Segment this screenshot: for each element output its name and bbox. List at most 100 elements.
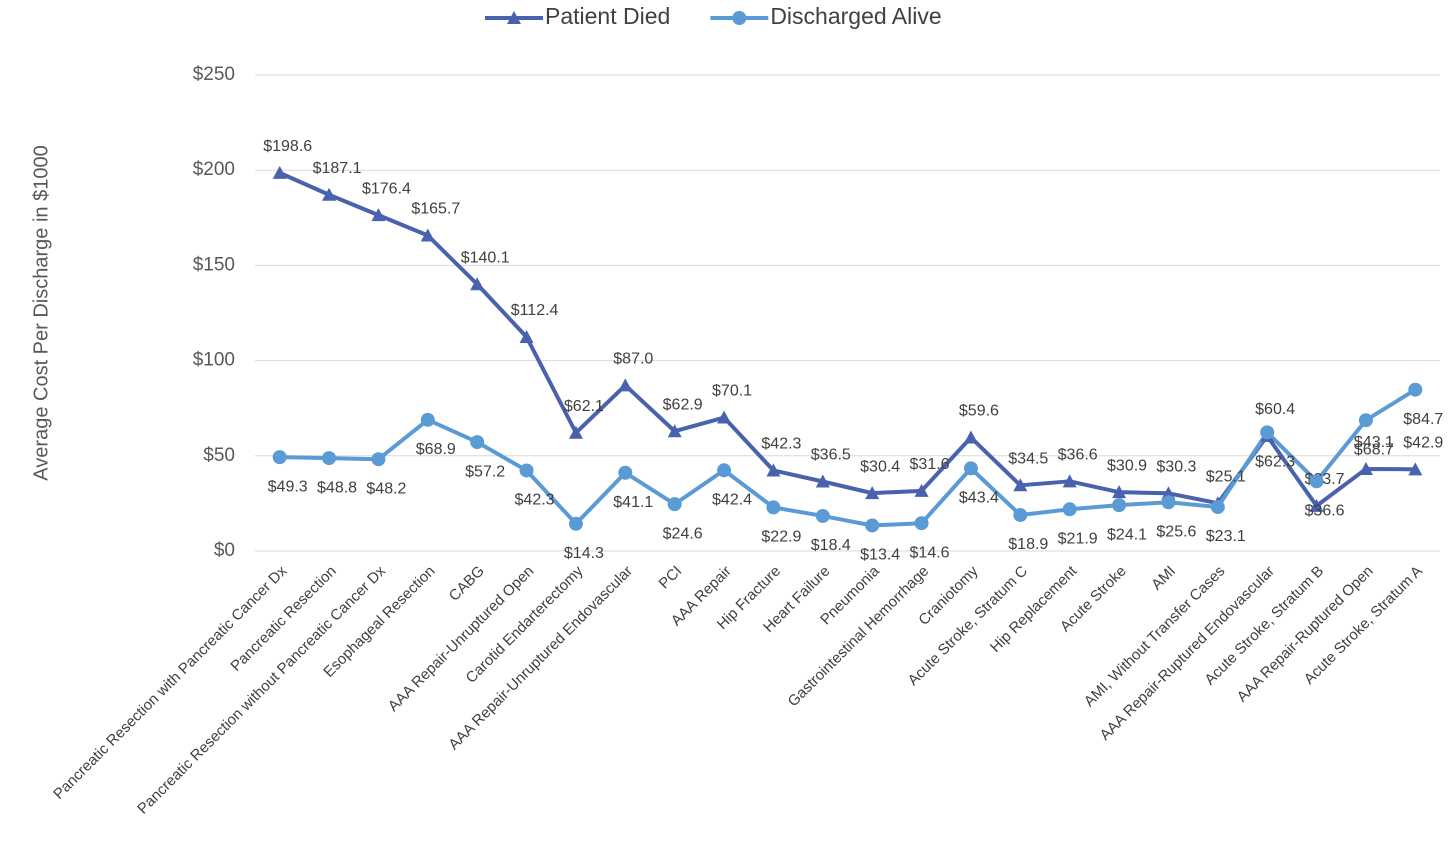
x-tick-label: AAA Repair-Unruptured Endovascular (445, 563, 636, 754)
x-tick-label: CABG (446, 563, 488, 605)
x-tick-label: Hip Replacement (987, 562, 1081, 656)
marker (865, 486, 880, 500)
value-label: $41.1 (613, 494, 653, 511)
value-label: $42.9 (1403, 435, 1443, 452)
value-label: $60.4 (1255, 401, 1295, 418)
value-label: $14.3 (564, 545, 604, 562)
value-label: $22.9 (761, 529, 801, 546)
value-label: $62.1 (564, 398, 604, 415)
value-label: $62.9 (663, 396, 703, 413)
value-label: $84.7 (1403, 411, 1443, 428)
marker (568, 425, 583, 439)
value-label: $14.6 (910, 544, 950, 561)
marker (1210, 500, 1225, 515)
marker (519, 329, 534, 343)
x-tick-label: AAA Repair-Ruptured Endovascular (1097, 563, 1278, 744)
value-label: $18.9 (1008, 536, 1048, 553)
value-label: $30.3 (1156, 459, 1196, 476)
x-tick-label: Pancreatic Resection with Pancreatic Can… (50, 562, 291, 803)
marker (865, 518, 880, 533)
value-label: $59.6 (959, 403, 999, 420)
value-label: $140.1 (461, 249, 510, 266)
marker (272, 165, 287, 179)
marker (470, 435, 485, 450)
value-label: $25.1 (1206, 468, 1246, 485)
value-label: $165.7 (411, 201, 460, 218)
value-label: $68.9 (416, 441, 456, 458)
y-tick-label: $250 (193, 64, 235, 85)
y-axis-label: Average Cost Per Discharge in $1000 (30, 145, 52, 480)
value-label: $36.6 (1305, 503, 1345, 520)
marker (914, 516, 929, 531)
value-label: $62.3 (1255, 454, 1295, 471)
x-tick-label: PCI (656, 563, 686, 593)
marker (963, 461, 978, 476)
value-label: $48.8 (317, 479, 357, 496)
marker (371, 452, 386, 467)
marker (1013, 508, 1028, 523)
legend-marker (732, 11, 747, 25)
marker (470, 277, 485, 291)
x-tick-label: AMI (1148, 563, 1179, 594)
value-label: $68.7 (1354, 441, 1394, 458)
marker (322, 451, 337, 466)
marker (815, 474, 830, 488)
marker (717, 463, 732, 478)
marker (322, 187, 337, 201)
marker (618, 465, 633, 480)
marker (420, 412, 435, 427)
value-label: $21.9 (1058, 531, 1098, 548)
y-tick-label: $200 (193, 159, 235, 180)
marker (1161, 495, 1176, 510)
marker (717, 410, 732, 424)
value-label: $70.1 (712, 383, 752, 400)
marker (1408, 382, 1423, 397)
marker (420, 228, 435, 242)
value-label: $24.6 (663, 525, 703, 542)
marker (1309, 498, 1324, 512)
value-label: $31.6 (910, 456, 950, 473)
series-line (279, 388, 1417, 528)
marker (1309, 474, 1324, 489)
marker (1408, 462, 1423, 476)
marker (1112, 498, 1127, 513)
marker (1358, 413, 1373, 428)
value-label: $30.9 (1107, 457, 1147, 474)
value-label: $43.1 (1354, 434, 1394, 451)
marker (766, 463, 781, 477)
marker (1112, 485, 1127, 499)
marker (667, 497, 682, 512)
marker (914, 483, 929, 497)
legend-label: Discharged Alive (770, 3, 941, 29)
y-tick-label: $100 (193, 350, 235, 371)
marker (618, 378, 633, 392)
marker (1062, 502, 1077, 517)
value-label: $42.4 (712, 491, 752, 508)
value-label: $24.1 (1107, 526, 1147, 543)
marker (1161, 486, 1176, 500)
marker (667, 424, 682, 438)
value-label: $42.3 (761, 436, 801, 453)
y-tick-label: $150 (193, 254, 235, 275)
value-label: $187.1 (313, 160, 362, 177)
value-label: $25.6 (1156, 523, 1196, 540)
marker (1062, 474, 1077, 488)
value-label: $36.5 (811, 447, 851, 464)
value-label: $43.4 (959, 490, 999, 507)
marker (766, 500, 781, 515)
marker (272, 450, 287, 465)
value-label: $198.6 (263, 138, 312, 155)
value-label: $112.4 (511, 302, 559, 319)
marker (371, 208, 386, 222)
value-label: $13.4 (860, 547, 900, 564)
value-label: $18.4 (811, 537, 851, 554)
value-label: $34.5 (1008, 451, 1048, 468)
marker (519, 463, 534, 478)
legend-marker (507, 11, 521, 24)
value-label: $30.4 (860, 458, 900, 475)
value-label: $23.1 (1206, 528, 1246, 545)
value-label: $48.2 (366, 480, 406, 497)
marker (963, 430, 978, 444)
value-label: $49.3 (268, 478, 308, 495)
